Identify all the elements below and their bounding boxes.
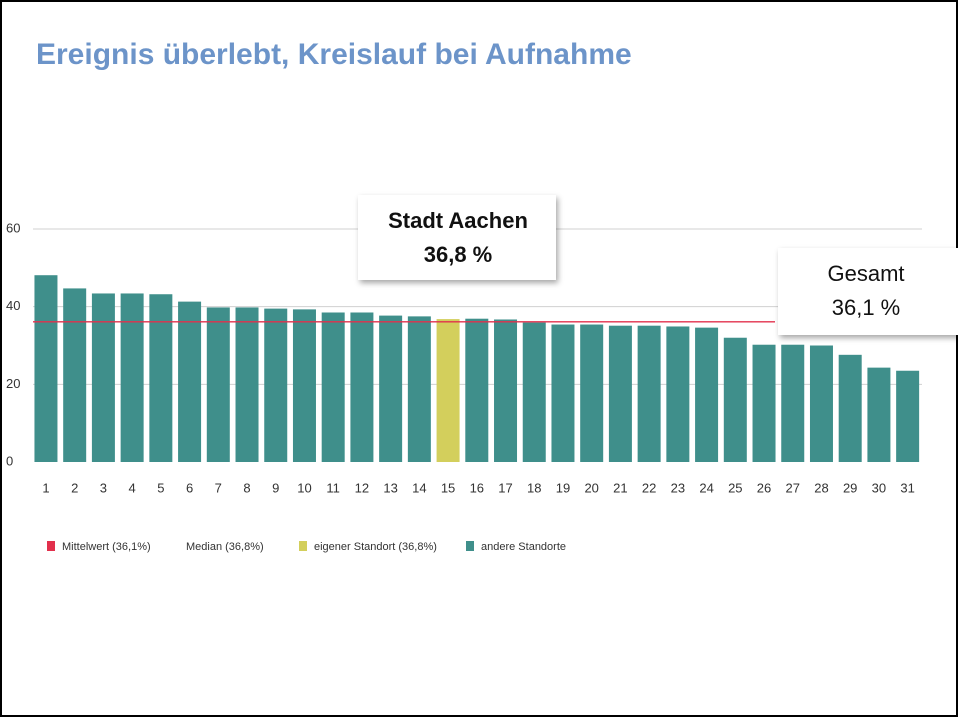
x-tick-label: 5 xyxy=(157,480,164,495)
annotation-text: 36,1 % xyxy=(832,295,901,320)
x-tick-label: 20 xyxy=(584,480,598,495)
legend-label: eigener Standort (36,8%) xyxy=(314,541,437,553)
bar xyxy=(120,293,144,462)
bar xyxy=(551,324,575,462)
bar xyxy=(292,309,316,462)
bar xyxy=(838,354,862,462)
legend-swatch xyxy=(47,541,55,551)
annotation-text: Gesamt xyxy=(827,261,904,286)
x-tick-label: 1 xyxy=(42,480,49,495)
x-tick-label: 4 xyxy=(129,480,136,495)
bar xyxy=(723,337,747,462)
bar xyxy=(379,315,403,462)
bar xyxy=(896,370,920,462)
x-tick-label: 24 xyxy=(699,480,713,495)
x-tick-label: 6 xyxy=(186,480,193,495)
x-tick-label: 18 xyxy=(527,480,541,495)
x-tick-label: 3 xyxy=(100,480,107,495)
x-tick-label: 16 xyxy=(470,480,484,495)
x-tick-label: 2 xyxy=(71,480,78,495)
y-tick-label: 60 xyxy=(6,220,20,235)
x-tick-label: 21 xyxy=(613,480,627,495)
x-tick-label: 19 xyxy=(556,480,570,495)
annotation-box xyxy=(778,248,958,335)
legend-label: Mittelwert (36,1%) xyxy=(62,541,151,553)
bar xyxy=(494,319,518,462)
x-tick-label: 13 xyxy=(383,480,397,495)
y-tick-label: 0 xyxy=(6,453,13,468)
bar xyxy=(436,319,460,462)
bar xyxy=(867,367,891,462)
x-tick-label: 29 xyxy=(843,480,857,495)
bar xyxy=(637,325,661,462)
x-tick-label: 27 xyxy=(786,480,800,495)
bar xyxy=(264,308,288,462)
bar xyxy=(149,294,173,462)
bar xyxy=(666,326,690,462)
bar xyxy=(752,344,776,462)
bar xyxy=(63,288,87,462)
bar xyxy=(580,324,604,462)
x-tick-label: 26 xyxy=(757,480,771,495)
x-tick-label: 25 xyxy=(728,480,742,495)
x-tick-label: 10 xyxy=(297,480,311,495)
y-tick-label: 40 xyxy=(6,298,20,313)
legend-swatch xyxy=(466,541,474,551)
x-tick-label: 15 xyxy=(441,480,455,495)
y-tick-label: 20 xyxy=(6,376,20,391)
bar xyxy=(91,293,115,462)
annotations: Stadt Aachen 36,8 % Gesamt 36,1 % xyxy=(358,195,958,335)
bar xyxy=(321,312,345,462)
bar xyxy=(809,345,833,462)
legend-label: Median (36,8%) xyxy=(186,541,264,553)
bar xyxy=(608,325,632,462)
x-tick-label: 8 xyxy=(243,480,250,495)
annotation-text: 36,8 % xyxy=(424,242,493,267)
bar xyxy=(206,307,230,462)
bar xyxy=(178,301,202,462)
x-tick-label: 7 xyxy=(215,480,222,495)
bar xyxy=(781,344,805,462)
x-tick-label: 9 xyxy=(272,480,279,495)
bar xyxy=(695,327,719,462)
legend-swatch xyxy=(299,541,307,551)
x-tick-label: 17 xyxy=(498,480,512,495)
bar xyxy=(235,307,259,462)
bar xyxy=(522,322,546,462)
bar xyxy=(34,275,58,462)
x-tick-label: 31 xyxy=(900,480,914,495)
x-tick-label: 11 xyxy=(326,480,340,495)
annotation-text: Stadt Aachen xyxy=(388,208,528,233)
annotation-box xyxy=(358,195,556,280)
chart-title: Ereignis überlebt, Kreislauf bei Aufnahm… xyxy=(36,38,632,71)
x-tick-label: 14 xyxy=(412,480,426,495)
x-tick-label: 23 xyxy=(671,480,685,495)
x-tick-label: 12 xyxy=(355,480,369,495)
bar xyxy=(350,312,374,462)
x-tick-label: 22 xyxy=(642,480,656,495)
legend-label: andere Standorte xyxy=(481,541,566,553)
x-tick-label: 28 xyxy=(814,480,828,495)
x-tick-label: 30 xyxy=(872,480,886,495)
bar xyxy=(465,318,489,462)
bar xyxy=(407,316,431,462)
